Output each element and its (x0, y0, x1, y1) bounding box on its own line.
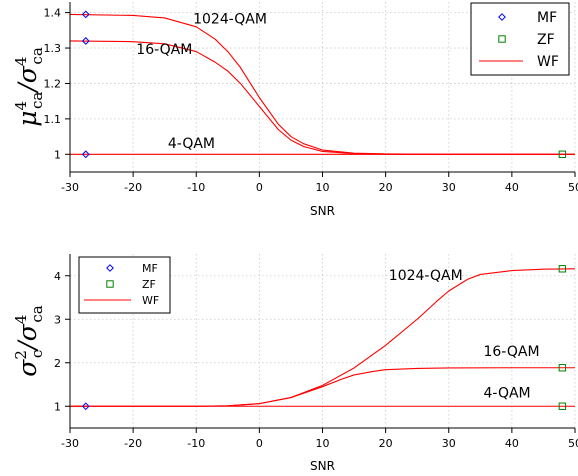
zf-marker (558, 265, 567, 273)
chart-top: -30-20-100102030405011.11.21.31.4SNRμ4ca… (12, 2, 578, 218)
mf-marker (81, 37, 90, 45)
y-tick-label: 4 (54, 270, 61, 283)
series-line-16-qam (70, 367, 575, 407)
y-axis-label-part: ca (28, 92, 46, 109)
y-axis-label: μ4ca/σ4ca (12, 47, 46, 127)
legend-box (78, 256, 171, 314)
legend: MF ZF WF (78, 256, 171, 314)
legend-label-wf: WF (537, 54, 559, 70)
annotation-16-qam: 16-QAM (483, 344, 539, 360)
y-tick-label: 1.1 (44, 113, 62, 126)
x-tick-label: 50 (568, 181, 578, 194)
legend-mf-marker (498, 13, 506, 21)
legend-zf-marker (106, 280, 114, 288)
y-axis-label-part: c (28, 350, 46, 358)
mf-marker (81, 10, 90, 19)
y-axis-label-part: 4 (12, 101, 30, 111)
x-tick-label: 30 (442, 181, 456, 194)
y-axis-label-part: σ (13, 323, 42, 341)
legend-box (470, 2, 570, 76)
legend-label-wf: WF (142, 294, 159, 307)
annotation-16-qam: 16-QAM (136, 42, 192, 58)
annotation-1024-qam: 1024-QAM (193, 11, 267, 27)
y-axis-label-part: 4 (12, 315, 30, 325)
y-tick-label: 1 (54, 148, 61, 161)
legend-label-mf: MF (537, 10, 557, 26)
annotation-4-qam: 4-QAM (483, 386, 530, 402)
x-tick-label: 50 (568, 437, 578, 450)
x-tick-label: 20 (379, 437, 393, 450)
x-tick-label: -10 (187, 437, 205, 450)
y-tick-label: 1 (54, 400, 61, 413)
y-axis-label-part: ca (28, 47, 46, 64)
y-axis-label-part: ca (28, 305, 46, 322)
x-tick-label: -20 (124, 181, 142, 194)
annotation-4-qam: 4-QAM (168, 136, 215, 152)
zf-marker (558, 402, 567, 410)
x-tick-label: -10 (187, 181, 205, 194)
y-tick-label: 1.2 (44, 77, 62, 90)
y-axis-label: σ2c/σ4ca (12, 305, 46, 376)
annotation-1024-qam: 1024-QAM (389, 268, 463, 284)
legend-mf-marker (106, 264, 114, 272)
x-tick-label: 0 (256, 437, 263, 450)
y-tick-label: 1.4 (44, 7, 62, 20)
x-tick-label: 10 (316, 181, 330, 194)
x-tick-label: 20 (379, 181, 393, 194)
y-axis-label-part: / (13, 81, 42, 94)
legend: MF ZF WF (470, 2, 570, 76)
y-axis-label-part: / (13, 339, 42, 352)
x-tick-label: 40 (505, 181, 519, 194)
y-axis-label-part: σ (13, 65, 42, 83)
legend-label-zf: ZF (537, 32, 555, 48)
x-tick-label: -30 (61, 181, 79, 194)
x-tick-label: -20 (124, 437, 142, 450)
y-tick-label: 1.3 (44, 42, 62, 55)
x-tick-label: -30 (61, 437, 79, 450)
y-axis-label-part: 2 (12, 350, 30, 360)
chart-bottom: -30-20-10010203040501234SNRσ2c/σ4ca1024-… (12, 254, 578, 473)
x-tick-label: 10 (316, 437, 330, 450)
x-tick-label: 40 (505, 437, 519, 450)
mf-marker (81, 150, 90, 159)
y-axis-label-part: 4 (12, 57, 30, 67)
zf-marker (558, 364, 567, 372)
y-axis-label-part: μ (13, 111, 42, 127)
x-tick-label: 30 (442, 437, 456, 450)
x-axis-label: SNR (310, 204, 335, 218)
zf-marker (558, 150, 567, 158)
legend-label-zf: ZF (142, 278, 156, 291)
x-tick-label: 0 (256, 181, 263, 194)
legend-zf-marker (498, 35, 506, 43)
y-tick-label: 2 (54, 357, 61, 370)
mf-marker (81, 402, 90, 411)
legend-label-mf: MF (142, 262, 158, 275)
x-axis-label: SNR (310, 459, 335, 473)
y-tick-label: 3 (54, 313, 61, 326)
y-axis-label-part: σ (13, 359, 42, 377)
